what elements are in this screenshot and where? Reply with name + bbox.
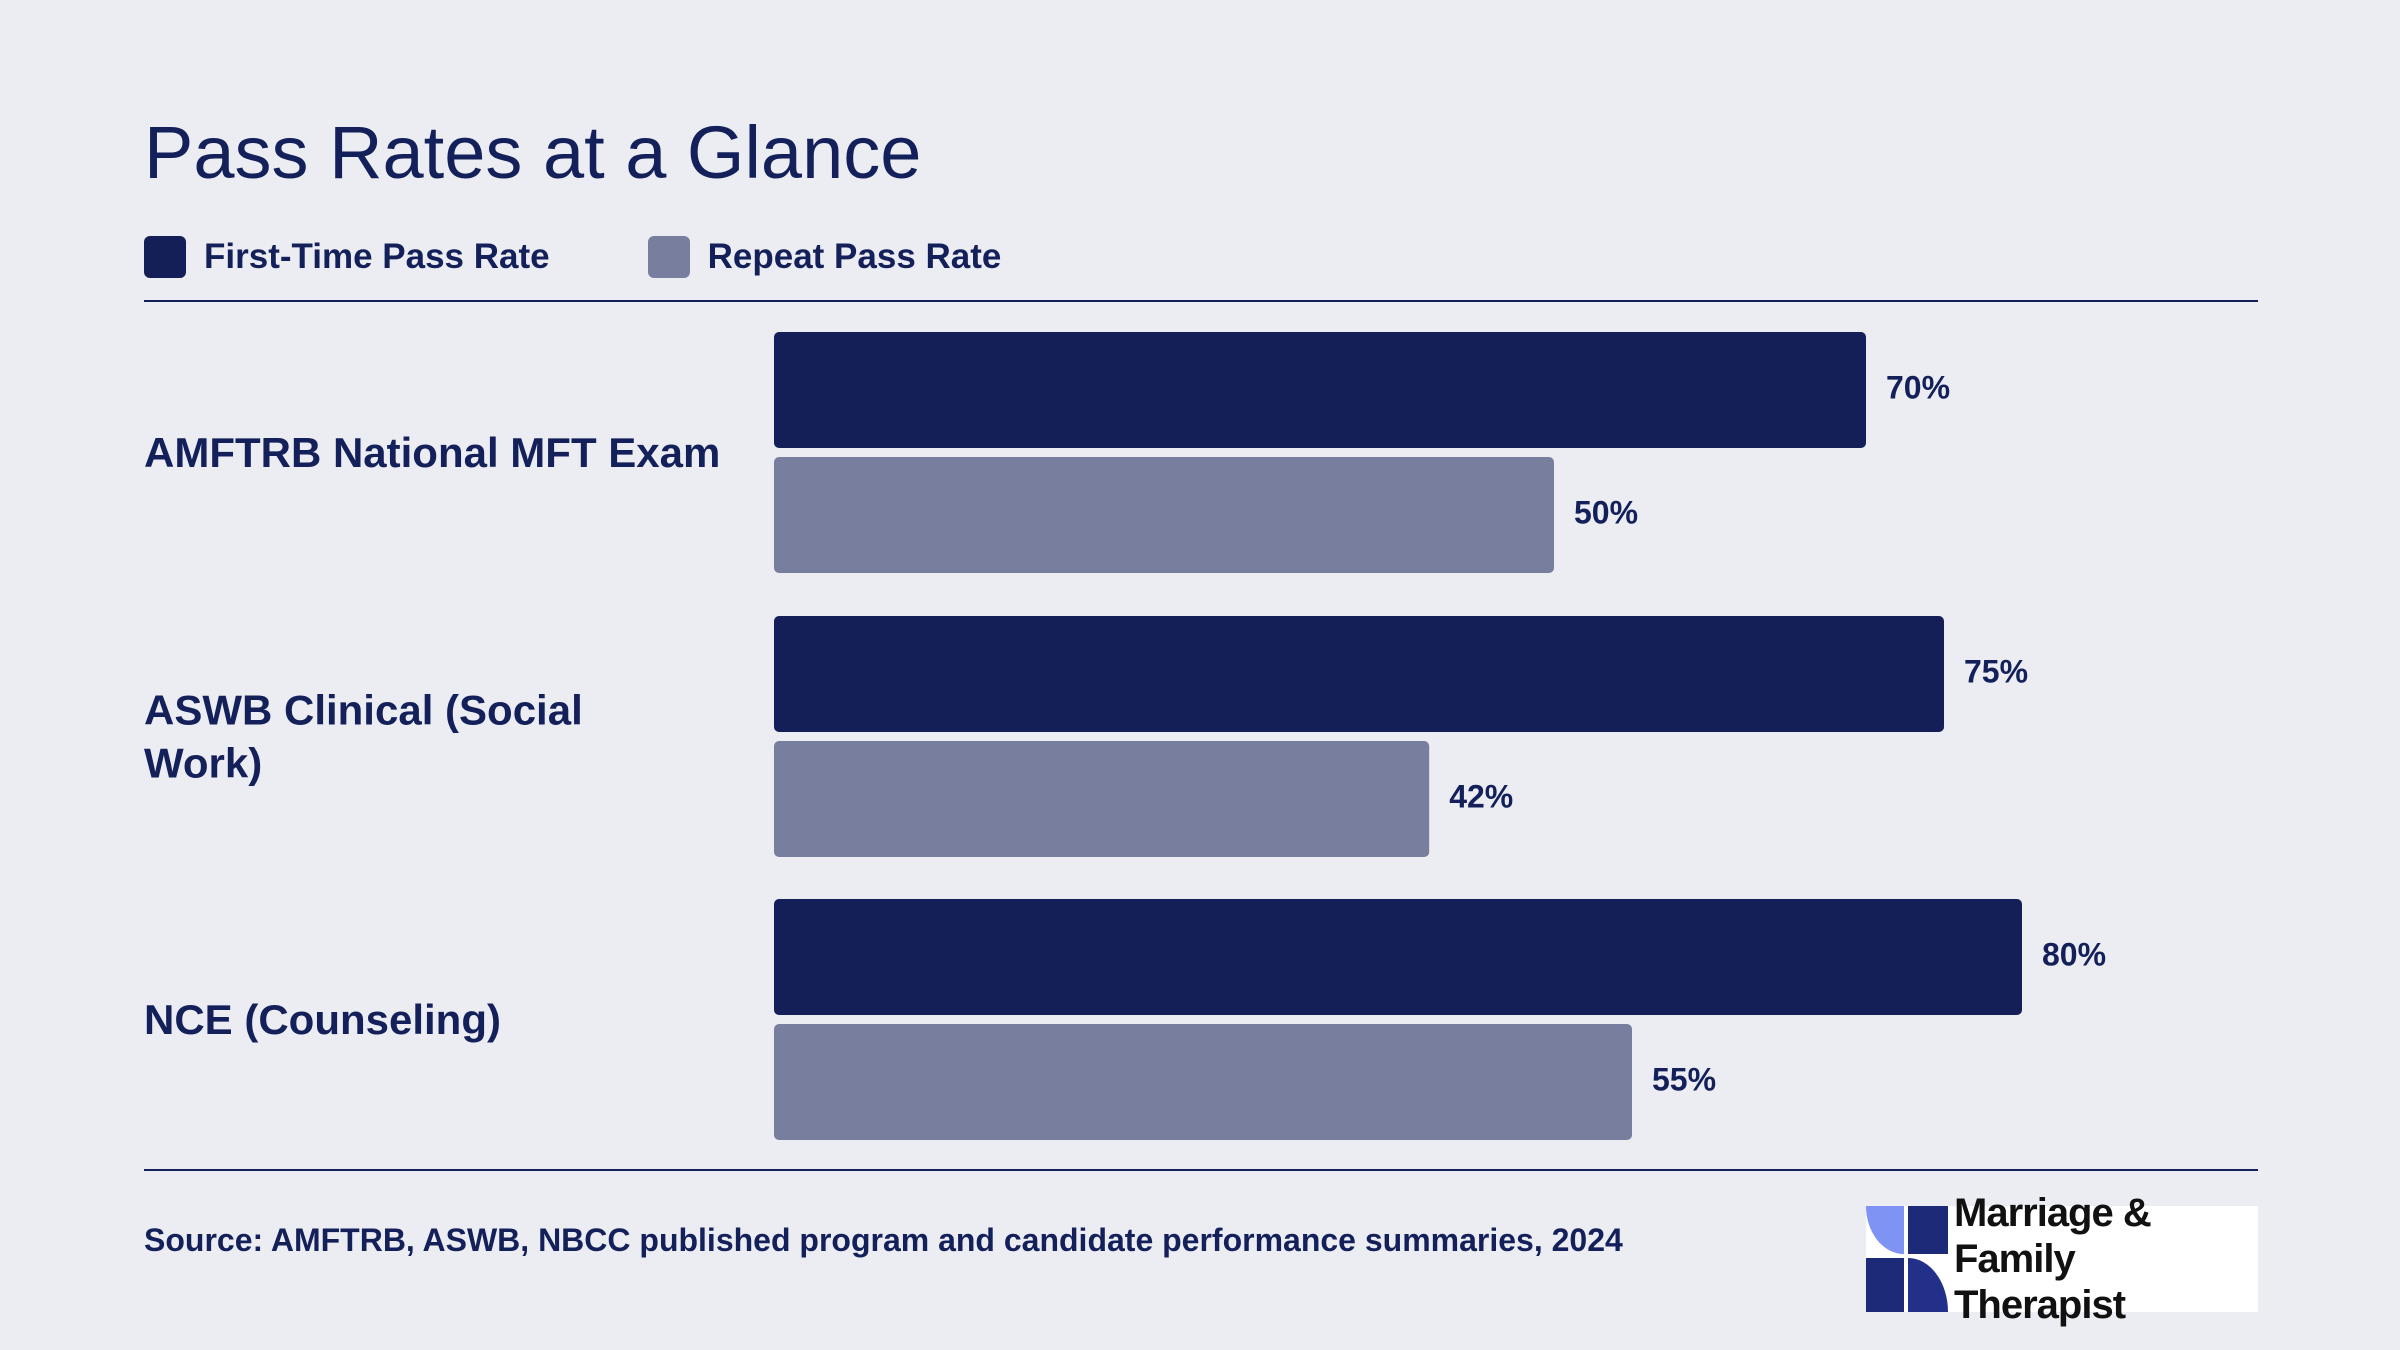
legend-swatch-repeat xyxy=(647,236,690,278)
legend-item-first-time: First-Time Pass Rate xyxy=(144,236,550,278)
category-label: NCE (Counseling) xyxy=(144,995,501,1043)
bar-first-time xyxy=(774,616,1944,732)
logo-text-line-2: Therapist xyxy=(1954,1283,2126,1327)
bar-value-label: 80% xyxy=(2042,936,2106,972)
bar-value-label: 55% xyxy=(1652,1061,1716,1097)
chart-title: Pass Rates at a Glance xyxy=(144,111,922,194)
legend-swatch-first-time xyxy=(144,236,186,278)
bar-value-label: 50% xyxy=(1574,494,1638,530)
brand-logo: Marriage & Family Therapist xyxy=(1866,1191,2258,1327)
logo-text-line-1: Marriage & Family xyxy=(1954,1191,2152,1281)
logo-mark-icon xyxy=(1866,1206,1948,1312)
bar-value-label: 42% xyxy=(1449,778,1513,814)
legend-label-repeat: Repeat Pass Rate xyxy=(707,237,1002,276)
bar-first-time xyxy=(774,899,2022,1015)
logo-text: Marriage & Family Therapist xyxy=(1954,1190,2258,1328)
legend-label-first-time: First-Time Pass Rate xyxy=(204,237,550,276)
bar-repeat xyxy=(774,457,1554,573)
legend: First-Time Pass Rate Repeat Pass Rate xyxy=(144,236,1099,278)
bar-value-label: 75% xyxy=(1964,653,2028,689)
bar-first-time xyxy=(774,332,1866,448)
bar-repeat xyxy=(774,1024,1632,1140)
bar-value-label: 70% xyxy=(1886,369,1950,405)
source-note: Source: AMFTRB, ASWB, NBCC published pro… xyxy=(144,1222,1623,1258)
legend-item-repeat: Repeat Pass Rate xyxy=(647,236,1002,278)
category-label: AMFTRB National MFT Exam xyxy=(144,428,721,476)
bar-repeat xyxy=(774,741,1430,857)
category-label: ASWB Clinical (Social Work) xyxy=(144,686,583,787)
bottom-divider xyxy=(144,1169,2258,1171)
top-divider xyxy=(144,300,2258,302)
